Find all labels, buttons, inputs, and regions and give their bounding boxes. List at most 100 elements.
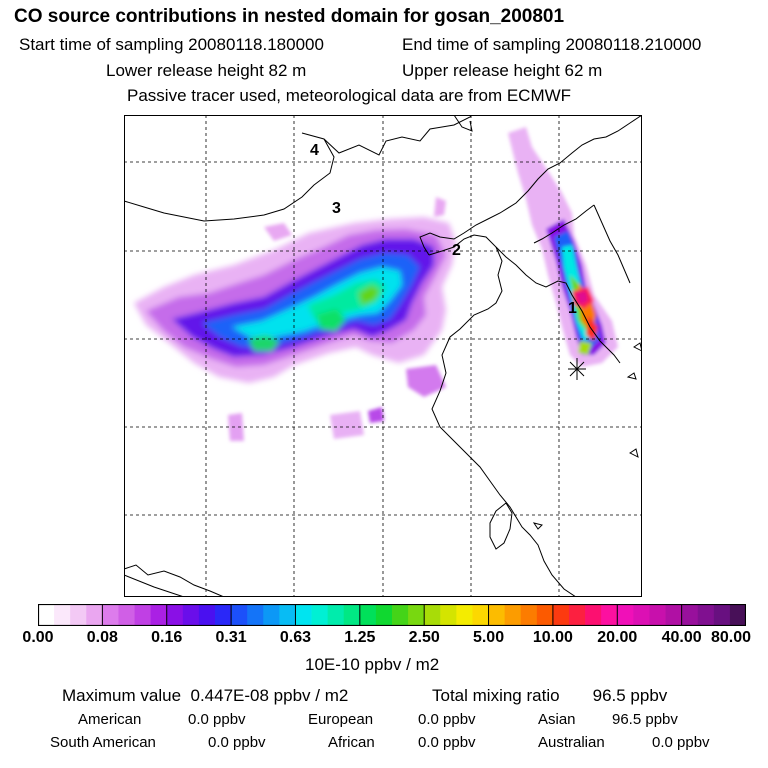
colorbar-cell bbox=[697, 604, 715, 626]
colorbar-cell bbox=[392, 604, 409, 626]
plume-green-mid bbox=[316, 309, 346, 331]
chart-title: CO source contributions in nested domain… bbox=[14, 6, 565, 27]
colorbar-cell bbox=[215, 604, 232, 626]
colorbar-cell bbox=[38, 604, 55, 626]
contrib-value-asian: 96.5 ppbv bbox=[612, 711, 678, 728]
plume-blob-southeast bbox=[406, 365, 446, 397]
colorbar-units: 10E-10 ppbv / m2 bbox=[305, 655, 440, 674]
korea-magenta-hotspot bbox=[576, 291, 588, 305]
colorbar-tick-label: 10.00 bbox=[532, 629, 573, 646]
contrib-region-australian: Australian bbox=[538, 734, 605, 751]
colorbar-cell bbox=[665, 604, 683, 626]
colorbar-cell bbox=[102, 604, 119, 626]
total-mixing-label: Total mixing ratio bbox=[432, 686, 560, 705]
colorbar-cell bbox=[552, 604, 570, 626]
colorbar-cell bbox=[729, 604, 746, 626]
colorbar-cell bbox=[279, 604, 296, 626]
colorbar-cell bbox=[247, 604, 264, 626]
total-mixing-value: 96.5 ppbv bbox=[592, 686, 668, 705]
colorbar-cell bbox=[182, 604, 200, 626]
map-label-2: 2 bbox=[452, 242, 461, 259]
korea-green-south bbox=[578, 341, 592, 355]
plume-green-core bbox=[358, 285, 380, 305]
colorbar-cell bbox=[681, 604, 699, 626]
colorbar-cell bbox=[343, 604, 361, 626]
contrib-region-african: African bbox=[328, 734, 375, 751]
start-time: Start time of sampling 20080118.180000 bbox=[19, 35, 324, 54]
colorbar-tick-label: 1.25 bbox=[344, 629, 376, 646]
plume-blob-sw bbox=[228, 413, 244, 441]
coastlines bbox=[124, 115, 642, 597]
colorbar-cell bbox=[327, 604, 345, 626]
contrib-value-european: 0.0 ppbv bbox=[418, 711, 476, 728]
colorbar-tick-label: 0.16 bbox=[151, 629, 183, 646]
colorbar bbox=[38, 604, 746, 626]
colorbar-cell bbox=[166, 604, 184, 626]
plume-blob-south bbox=[368, 407, 384, 423]
map-label-3: 3 bbox=[332, 200, 341, 217]
colorbar-cell bbox=[375, 604, 393, 626]
contrib-region-american: American bbox=[78, 711, 142, 728]
colorbar-cell bbox=[713, 604, 731, 626]
taiwan-outline bbox=[489, 502, 513, 550]
colorbar-cell bbox=[70, 604, 87, 626]
colorbar-tick-label: 0.63 bbox=[279, 629, 312, 646]
contrib-region-european: European bbox=[308, 711, 374, 728]
total-mixing-line: Total mixing ratio 96.5 ppbv bbox=[432, 686, 667, 706]
contrib-region-asian: Asian bbox=[538, 711, 576, 728]
colorbar-cell bbox=[569, 604, 586, 626]
plume-blob-north2 bbox=[264, 223, 292, 241]
receptor-star-marker bbox=[568, 358, 586, 380]
colorbar-cell bbox=[633, 604, 650, 626]
colorbar-tick-label: 2.50 bbox=[408, 629, 440, 646]
colorbar-cell bbox=[488, 604, 506, 626]
colorbar-cell bbox=[54, 604, 71, 626]
colorbar-cell bbox=[295, 604, 312, 626]
colorbar-cell bbox=[649, 604, 666, 626]
colorbar-tick-label: 20.00 bbox=[597, 629, 638, 646]
colorbar-cells bbox=[38, 604, 746, 626]
colorbar-cell bbox=[311, 604, 329, 626]
contrib-value-african: 0.0 ppbv bbox=[418, 734, 476, 751]
colorbar-cell bbox=[408, 604, 425, 626]
colorbar-cell bbox=[617, 604, 634, 626]
tracer-note: Passive tracer used, meteorological data… bbox=[127, 86, 572, 105]
plume-blob-se2 bbox=[330, 411, 364, 439]
max-value-label: Maximum value bbox=[62, 686, 182, 705]
colorbar-cell bbox=[359, 604, 377, 626]
end-time: End time of sampling 20080118.210000 bbox=[402, 35, 702, 54]
colorbar-cell bbox=[231, 604, 248, 626]
colorbar-cell bbox=[601, 604, 618, 626]
colorbar-cell bbox=[472, 604, 489, 626]
colorbar-tick-label: 80.00 bbox=[710, 629, 752, 646]
plume-continental bbox=[134, 197, 456, 441]
colorbar-cell bbox=[150, 604, 168, 626]
contrib-value-american: 0.0 ppbv bbox=[188, 711, 246, 728]
colorbar-cell bbox=[585, 604, 602, 626]
max-value: 0.447E-08 ppbv / m2 bbox=[190, 686, 349, 705]
islands-outline bbox=[532, 342, 642, 530]
map-plot: 4 3 2 1 bbox=[124, 115, 642, 597]
colorbar-cell bbox=[198, 604, 216, 626]
lat-lon-grid bbox=[124, 115, 642, 597]
colorbar-tick-label: 0.31 bbox=[215, 629, 247, 646]
map-frame bbox=[124, 115, 642, 597]
colorbar-tick-label: 0.08 bbox=[86, 629, 118, 646]
colorbar-tick-label: 5.00 bbox=[472, 629, 505, 646]
plume-korea bbox=[508, 127, 618, 367]
contrib-region-south-american: South American bbox=[50, 734, 156, 751]
lower-release-height: Lower release height 82 m bbox=[106, 61, 307, 80]
colorbar-tick-label: 40.00 bbox=[661, 629, 702, 646]
colorbar-cell bbox=[118, 604, 135, 626]
contrib-value-south-american: 0.0 ppbv bbox=[208, 734, 266, 751]
colorbar-frame bbox=[38, 604, 746, 626]
colorbar-cell bbox=[263, 604, 280, 626]
colorbar-cell bbox=[504, 604, 522, 626]
map-label-4: 4 bbox=[310, 142, 319, 159]
max-value-line: Maximum value 0.447E-08 ppbv / m2 bbox=[62, 686, 348, 706]
contrib-value-australian: 0.0 ppbv bbox=[652, 734, 710, 751]
colorbar-tick-label: 0.00 bbox=[22, 629, 54, 646]
colorbar-cell bbox=[520, 604, 538, 626]
colorbar-cell bbox=[456, 604, 473, 626]
colorbar-cell bbox=[134, 604, 152, 626]
